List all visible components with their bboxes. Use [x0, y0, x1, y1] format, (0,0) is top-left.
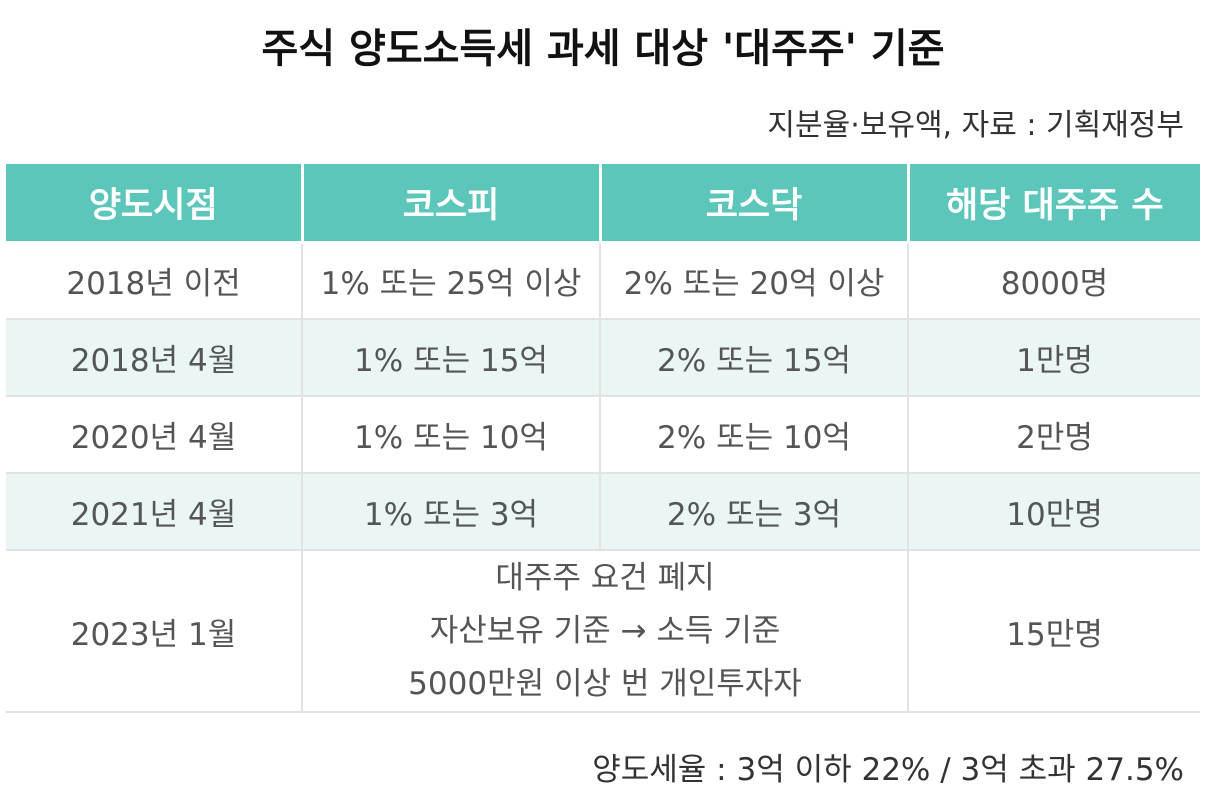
table-header-row: 양도시점 코스피 코스닥 해당 대주주 수 — [6, 164, 1200, 244]
table-row: 2018년 4월 1% 또는 15억 2% 또는 15억 1만명 — [6, 319, 1200, 397]
criteria-table: 양도시점 코스피 코스닥 해당 대주주 수 2018년 이전 1% 또는 25억… — [6, 164, 1200, 713]
table-row: 2020년 4월 1% 또는 10억 2% 또는 10억 2만명 — [6, 396, 1200, 474]
cell-period: 2018년 4월 — [6, 319, 303, 397]
cell-count: 15만명 — [908, 550, 1200, 713]
table-row: 2021년 4월 1% 또는 3억 2% 또는 3억 10만명 — [6, 473, 1200, 551]
cell-count: 2만명 — [908, 396, 1200, 474]
table-row: 2023년 1월 대주주 요건 폐지 자산보유 기준 → 소득 기준 5000만… — [6, 550, 1200, 713]
header-count: 해당 대주주 수 — [908, 164, 1200, 244]
header-period: 양도시점 — [6, 164, 304, 244]
cell-kospi: 1% 또는 10억 — [302, 396, 601, 474]
cell-period: 2020년 4월 — [6, 396, 303, 474]
cell-count: 10만명 — [908, 473, 1200, 551]
table-row: 2018년 이전 1% 또는 25억 이상 2% 또는 20억 이상 8000명 — [6, 242, 1200, 320]
cell-period: 2021년 4월 — [6, 473, 303, 551]
tax-rate-note: 양도세율 : 3억 이하 22% / 3억 초과 27.5% — [592, 752, 1184, 788]
cell-period: 2023년 1월 — [6, 550, 303, 713]
cell-kospi: 1% 또는 15억 — [302, 319, 601, 397]
merged-line: 자산보유 기준 → 소득 기준 — [429, 612, 781, 649]
merged-line: 5000만원 이상 번 개인투자자 — [408, 665, 802, 702]
page-title: 주식 양도소득세 과세 대상 '대주주' 기준 — [261, 26, 945, 72]
header-kosdaq: 코스닥 — [600, 164, 910, 244]
header-kospi: 코스피 — [302, 164, 602, 244]
source-note: 지분율·보유액, 자료 : 기획재정부 — [767, 108, 1184, 143]
cell-kospi: 1% 또는 3억 — [302, 473, 601, 551]
cell-merged-note: 대주주 요건 폐지 자산보유 기준 → 소득 기준 5000만원 이상 번 개인… — [302, 550, 909, 713]
cell-period: 2018년 이전 — [6, 242, 303, 320]
cell-kosdaq: 2% 또는 20억 이상 — [600, 242, 909, 320]
cell-count: 8000명 — [908, 242, 1200, 320]
cell-kosdaq: 2% 또는 3억 — [600, 473, 909, 551]
cell-kospi: 1% 또는 25억 이상 — [302, 242, 601, 320]
cell-count: 1만명 — [908, 319, 1200, 397]
cell-kosdaq: 2% 또는 15억 — [600, 319, 909, 397]
cell-kosdaq: 2% 또는 10억 — [600, 396, 909, 474]
merged-line: 대주주 요건 폐지 — [495, 559, 715, 596]
